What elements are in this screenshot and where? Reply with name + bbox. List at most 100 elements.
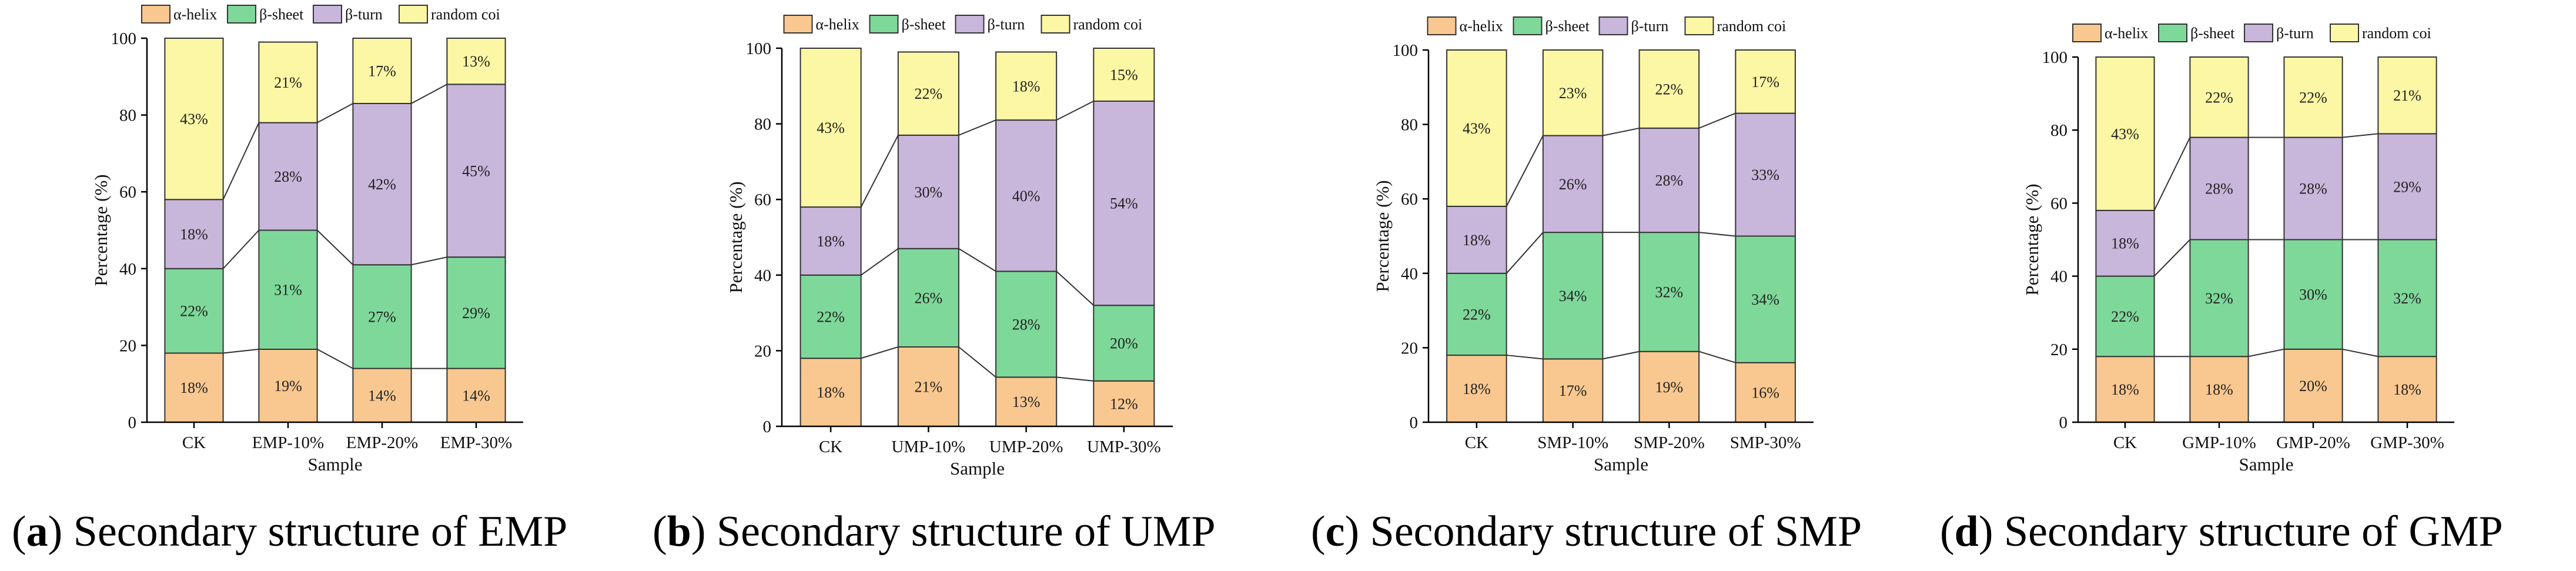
data-label: 18%	[2205, 381, 2233, 398]
bar-segment-helix-3	[995, 376, 1058, 427]
data-label: 43%	[817, 119, 845, 136]
data-label: 14%	[368, 387, 396, 404]
connector-line	[1056, 376, 1094, 382]
caption-d: (d) Secondary structure of GMP	[1940, 507, 2503, 556]
bar-segment-randomcoi-1	[1446, 49, 1507, 207]
y-tick-label: 0	[1410, 413, 1419, 432]
legend-swatch	[2244, 24, 2273, 42]
data-label: 33%	[1751, 166, 1779, 183]
data-label: 28%	[274, 168, 302, 185]
y-tick-label: 40	[2050, 268, 2068, 286]
y-tick-label: 60	[119, 183, 136, 202]
data-label: 18%	[2111, 381, 2139, 398]
data-label: 30%	[915, 183, 943, 201]
legend-label: α-helix	[816, 16, 859, 33]
bar-segment-sheet-1	[2095, 275, 2155, 358]
bar-segment-turn-2	[2189, 136, 2249, 241]
connector-line	[316, 229, 354, 265]
chart-panel-2: 18% 22% 18% 43% 21% 26% 30% 22% 13% 28% 40% 18% 12% 2…	[725, 15, 1173, 479]
caption-letter: c	[1326, 507, 1345, 556]
x-tick-label: CK	[182, 433, 206, 452]
caption-letter: b	[667, 507, 691, 556]
connector-line	[1506, 135, 1544, 207]
caption-text: ) Secondary structure of GMP	[1979, 507, 2503, 556]
caption-letter: d	[1955, 507, 1979, 556]
data-label: 18%	[180, 379, 208, 396]
data-label: 15%	[1110, 66, 1138, 84]
bar-segment-randomcoi-3	[352, 38, 412, 105]
y-tick-label: 100	[2042, 48, 2068, 67]
bar-segment-helix-4	[1735, 362, 1796, 423]
caption-paren-open: (	[653, 507, 667, 556]
bar-segment-randomcoi-4	[1093, 48, 1155, 102]
connector-line	[2342, 133, 2378, 138]
bar-segment-turn-2	[258, 122, 318, 231]
data-label: 22%	[817, 309, 845, 326]
x-tick-label: CK	[2113, 433, 2137, 452]
connector-line	[861, 248, 899, 276]
legend-swatch	[141, 5, 170, 24]
legend: α-helix β-sheet β-turn random coi	[141, 5, 500, 24]
connector-line	[2153, 137, 2191, 211]
bar-segment-helix-3	[2283, 348, 2343, 423]
data-label: 18%	[817, 384, 845, 401]
data-label: 32%	[2393, 290, 2421, 307]
y-tick-label: 100	[746, 39, 772, 58]
bar-segment-turn-3	[995, 119, 1058, 272]
bar-segment-sheet-4	[1735, 235, 1796, 363]
data-label: 28%	[2299, 181, 2327, 198]
y-tick-label: 40	[754, 266, 771, 285]
bar-segment-turn-4	[446, 84, 506, 258]
data-label: 22%	[180, 303, 208, 320]
connector-line	[2153, 239, 2191, 277]
caption-letter: a	[26, 507, 48, 556]
legend: α-helix β-sheet β-turn random coi	[2072, 24, 2431, 42]
y-tick-label: 20	[1401, 339, 1418, 358]
y-tick-label: 60	[1401, 190, 1418, 209]
y-axis-title: Percentage (%)	[1372, 180, 1393, 292]
chart-panel-3: 18% 22% 18% 43% 17% 34% 26% 23% 19% 32% 28% 22% 16% 3…	[1372, 16, 1814, 475]
data-label: 34%	[1751, 291, 1779, 308]
bar-segment-sheet-4	[2377, 239, 2437, 358]
x-axis-title: Sample	[1594, 454, 1648, 475]
bar-segment-turn-3	[2283, 136, 2343, 241]
x-tick-label: SMP-30%	[1730, 433, 1801, 452]
data-label: 32%	[1655, 283, 1684, 300]
data-label: 18%	[1012, 78, 1041, 95]
y-tick-label: 80	[119, 106, 136, 125]
x-tick-label: UMP-10%	[892, 438, 966, 456]
bar-segment-randomcoi-1	[2095, 56, 2155, 211]
bar-segment-turn-3	[1638, 127, 1700, 233]
bar-segment-turn-4	[1093, 101, 1155, 306]
bar-segment-turn-2	[897, 134, 959, 249]
legend-swatch	[1598, 16, 1628, 35]
bar-segment-helix-1	[164, 352, 224, 423]
legend-label: α-helix	[1460, 18, 1503, 35]
data-label: 17%	[368, 63, 396, 80]
x-axis-title: Sample	[308, 454, 363, 475]
data-label: 14%	[462, 387, 490, 404]
data-label: 42%	[368, 176, 396, 193]
data-label: 22%	[2205, 89, 2233, 106]
connector-line	[958, 119, 996, 136]
data-label: 32%	[2205, 290, 2233, 307]
data-label: 17%	[1751, 74, 1779, 91]
caption-paren-open: (	[1940, 507, 1955, 556]
data-label: 17%	[1559, 382, 1587, 399]
legend-swatch	[1684, 16, 1714, 35]
data-label: 22%	[1463, 306, 1491, 323]
bar-segment-sheet-3	[995, 271, 1058, 378]
legend-label: β-turn	[345, 6, 383, 23]
x-axis-title: Sample	[2239, 454, 2294, 475]
data-label: 26%	[1559, 176, 1587, 193]
bar-segment-randomcoi-2	[897, 51, 959, 136]
data-label: 28%	[1655, 172, 1684, 189]
legend-label: β-sheet	[2190, 25, 2235, 42]
bar-segment-randomcoi-3	[995, 51, 1058, 121]
bar-segment-randomcoi-1	[164, 38, 224, 201]
caption-a: (a) Secondary structure of EMP	[12, 507, 567, 556]
legend-label: random coi	[2362, 25, 2431, 42]
connector-line	[1056, 101, 1094, 121]
data-label: 22%	[915, 85, 943, 102]
caption-c: (c) Secondary structure of SMP	[1311, 507, 1862, 556]
